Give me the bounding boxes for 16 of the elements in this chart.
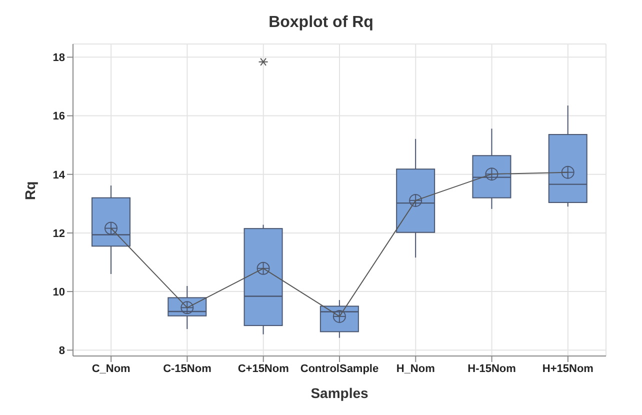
x-tick-label: C+15Nom bbox=[238, 362, 290, 375]
y-tick-label: 8 bbox=[58, 345, 65, 358]
x-tick-label: C_Nom bbox=[92, 362, 131, 375]
chart-title: Boxplot of Rq bbox=[268, 13, 374, 33]
y-tick-label: 16 bbox=[52, 110, 65, 123]
x-tick-label: H_Nom bbox=[396, 362, 436, 375]
x-axis-title: Samples bbox=[310, 385, 369, 401]
x-tick-label: H-15Nom bbox=[468, 362, 516, 375]
x-tick-label: ControlSample bbox=[300, 362, 379, 375]
y-tick-label: 10 bbox=[52, 286, 65, 298]
x-tick-label: H+15Nom bbox=[542, 362, 594, 375]
y-tick-label: 14 bbox=[52, 169, 66, 182]
x-tick-label: C-15Nom bbox=[163, 362, 212, 375]
y-tick-label: 12 bbox=[52, 228, 65, 240]
y-tick-label: 18 bbox=[52, 52, 65, 64]
y-axis-title: Rq bbox=[22, 181, 38, 200]
